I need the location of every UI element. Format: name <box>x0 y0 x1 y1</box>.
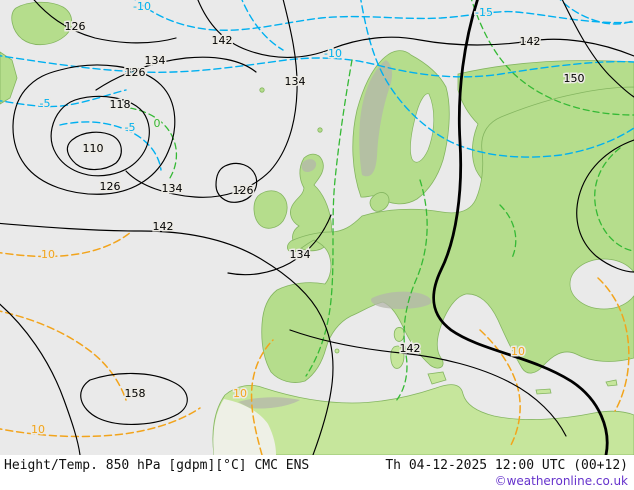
land-morocco-interior <box>213 399 276 455</box>
contour-label: 126 <box>125 66 146 79</box>
contour-label: 10 <box>511 345 525 358</box>
land-sardinia <box>390 345 405 369</box>
contour-label: 142 <box>520 35 541 48</box>
height-contour-main <box>432 0 609 455</box>
land-crete <box>535 388 552 395</box>
contour-label: -15 <box>475 6 493 19</box>
land-iceland <box>11 1 73 45</box>
land-balearics <box>334 348 340 354</box>
contour-label: 134 <box>285 75 306 88</box>
temperature-contours-warm <box>0 231 630 455</box>
land-ireland <box>253 190 288 229</box>
contour-label: 0 <box>154 117 161 130</box>
contour-label: 126 <box>233 184 254 197</box>
contour-label: 150 <box>564 72 585 85</box>
contour-label: 142 <box>153 220 174 233</box>
land-corsica <box>393 327 405 342</box>
land-cyprus <box>605 379 618 387</box>
map-title: Height/Temp. 850 hPa [gdpm][°C] CMC ENS <box>4 458 310 473</box>
sea-black-sea <box>569 258 634 310</box>
contour-label: 118 <box>110 98 131 111</box>
land-layer <box>0 1 634 455</box>
sea-overlays <box>410 93 634 310</box>
contour-label: 126 <box>100 180 121 193</box>
contour-label: -10 <box>133 0 151 13</box>
contour-label: 134 <box>162 182 183 195</box>
land-continental-europe <box>261 86 634 383</box>
land-denmark <box>369 192 390 212</box>
land-sicily <box>427 371 447 385</box>
copyright-link[interactable]: ©weatheronline.co.uk <box>494 474 628 488</box>
contour-label: 134 <box>290 248 311 261</box>
contour-label: 110 <box>83 142 104 155</box>
contour-label: -5 <box>125 121 136 134</box>
contour-label: 134 <box>145 54 166 67</box>
caption-right-column: Th 04-12-2025 12:00 UTC (00+12) ©weather… <box>385 458 628 489</box>
contour-label: -10 <box>324 47 342 60</box>
contour-label: 142 <box>400 342 421 355</box>
contour-label: 158 <box>125 387 146 400</box>
contour-label: 142 <box>212 34 233 47</box>
mountains-scotland <box>301 159 317 172</box>
height-contours <box>0 0 634 455</box>
mountains-norway <box>359 60 393 177</box>
caption-bar: Height/Temp. 850 hPa [gdpm][°C] CMC ENS … <box>0 455 634 490</box>
land-greenland-edge <box>0 51 18 105</box>
contour-label: 126 <box>65 20 86 33</box>
sea-gulf-of-bothnia <box>410 93 435 163</box>
map-datetime: Th 04-12-2025 12:00 UTC (00+12) <box>385 458 628 473</box>
contour-label: 10 <box>31 423 45 436</box>
mountains-atlas <box>238 397 300 409</box>
temperature-contours-zero <box>129 0 634 402</box>
contour-label: 10 <box>233 387 247 400</box>
contour-label: -5 <box>40 97 51 110</box>
land-shetland <box>317 127 323 133</box>
land-faroes <box>259 87 265 93</box>
mountains-alps <box>371 291 432 309</box>
contour-label: 10 <box>41 248 55 261</box>
land-north-africa <box>212 384 634 455</box>
temperature-contours-cold <box>0 0 634 171</box>
mountain-layer <box>238 60 432 409</box>
map-canvas: 126 134 142 126 118 110 126 134 126 134 142 134 142 1… <box>0 0 634 455</box>
